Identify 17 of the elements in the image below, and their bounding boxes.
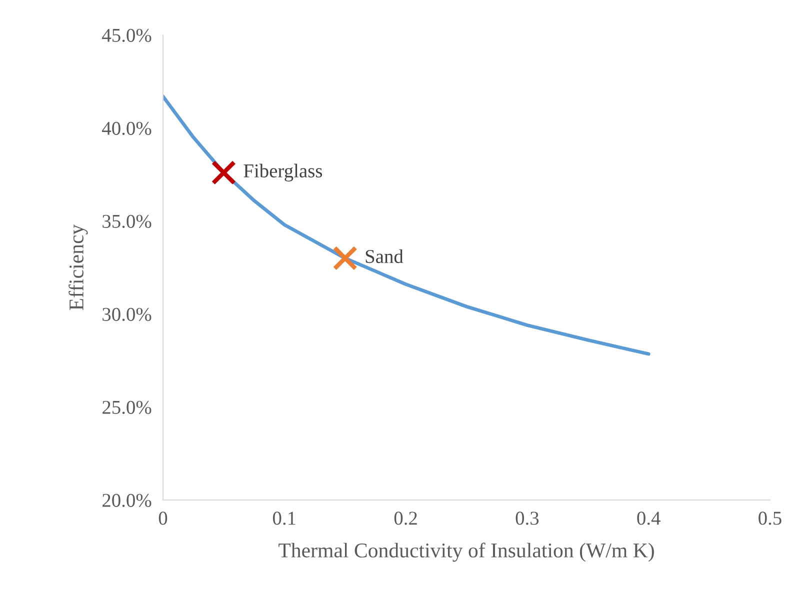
x-tick-label: 0.5: [758, 512, 782, 525]
x-axis-title: Thermal Conductivity of Insulation (W/m K): [278, 542, 654, 562]
y-axis-title: Efficiency: [68, 224, 88, 310]
x-tick-label: 0.1: [272, 512, 296, 525]
y-tick-label: 40.0%: [102, 122, 152, 136]
x-tick-label: 0.3: [516, 512, 539, 525]
y-tick-label: 20.0%: [102, 494, 152, 508]
y-tick-label: 45.0%: [102, 28, 152, 42]
y-tick-label: 30.0%: [102, 308, 152, 322]
line-series: [163, 94, 650, 356]
x-tick-label: 0: [158, 512, 168, 525]
y-tick-label: 35.0%: [102, 214, 152, 228]
x-tick-label: 0.2: [394, 512, 417, 525]
x-tick-label: 0.4: [637, 512, 660, 525]
series-label: Sand: [366, 249, 404, 264]
series-label: Fiberglass: [244, 164, 322, 182]
y-tick-label: 25.0%: [102, 400, 152, 414]
